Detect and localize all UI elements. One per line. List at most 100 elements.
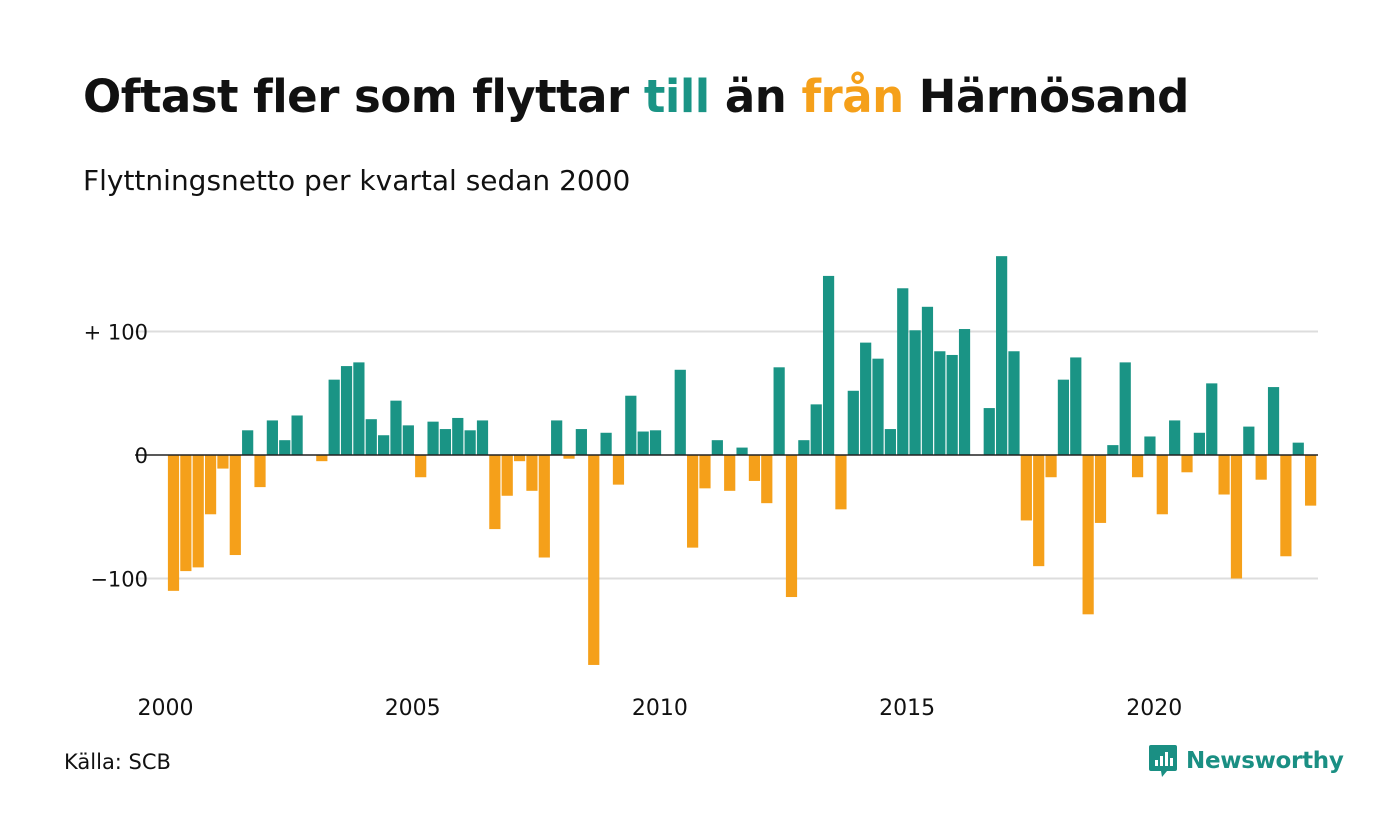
bar (1020, 455, 1032, 521)
bar (847, 390, 859, 455)
title-part-3: än (709, 70, 802, 123)
y-tick-label: −100 (90, 568, 148, 592)
x-tick-label: 2010 (632, 696, 688, 721)
bar (1033, 455, 1045, 567)
bar (785, 455, 798, 598)
bar (1230, 455, 1243, 579)
x-tick-label: 2005 (385, 696, 441, 721)
bar (884, 429, 896, 455)
gridlines (135, 330, 1318, 580)
source-note: Källa: SCB (64, 750, 171, 774)
bars (167, 256, 1317, 665)
bar (1169, 420, 1181, 455)
bar (378, 435, 390, 455)
bar (266, 420, 278, 455)
bar (1305, 455, 1317, 506)
bar (254, 455, 266, 488)
bar-chart: + 100 0 −100 2000 2005 2010 2015 2020 (84, 256, 1318, 721)
y-tick-label: + 100 (84, 321, 148, 345)
bar (983, 408, 995, 455)
title-part-5: Härnösand (903, 70, 1190, 123)
bar (452, 417, 464, 455)
bar (415, 455, 427, 478)
bar (798, 440, 810, 455)
bar (1082, 455, 1094, 615)
y-axis-labels: + 100 0 −100 (84, 321, 148, 592)
bar (1280, 455, 1292, 557)
bar (835, 455, 847, 510)
bar (1144, 436, 1156, 456)
bar (588, 455, 600, 665)
bar (390, 400, 402, 455)
title-word-fran: från (801, 70, 904, 123)
bar (1206, 383, 1218, 455)
bar (773, 367, 785, 455)
bar (996, 256, 1008, 455)
bar (921, 306, 934, 455)
bar (600, 432, 612, 455)
bar (625, 395, 637, 455)
x-tick-label: 2020 (1126, 696, 1182, 721)
bar (1243, 426, 1255, 456)
bar (724, 455, 736, 491)
bar (1255, 455, 1267, 480)
bar (1107, 445, 1119, 455)
x-tick-label: 2015 (879, 696, 935, 721)
bar (291, 415, 303, 455)
bar (501, 455, 513, 496)
bar (538, 455, 550, 558)
bar (958, 329, 971, 455)
bar (748, 455, 761, 481)
bar (167, 455, 180, 591)
bar (897, 288, 909, 455)
x-tick-label: 2000 (138, 696, 194, 721)
bar (192, 455, 204, 568)
bar (217, 455, 229, 469)
bar (860, 342, 872, 456)
newsworthy-logo-icon (1149, 745, 1177, 777)
bar (1008, 351, 1020, 455)
bar (180, 455, 192, 572)
bar (822, 275, 835, 455)
bar (1292, 442, 1304, 455)
bar (687, 455, 699, 548)
bar (563, 455, 575, 459)
bar (489, 455, 501, 530)
bar (674, 369, 686, 455)
bar (353, 362, 365, 456)
bar (1156, 455, 1168, 515)
bar (1094, 455, 1107, 523)
newsworthy-logo: Newsworthy (1148, 743, 1344, 779)
bar (637, 431, 649, 455)
bar (1057, 379, 1070, 455)
bar (934, 351, 946, 455)
bar (575, 429, 587, 455)
chart-title: Oftast fler som flyttar till än från Här… (83, 70, 1189, 124)
bar (402, 425, 414, 455)
bar (1267, 387, 1280, 455)
bar (365, 419, 377, 456)
bar (340, 366, 353, 455)
bar (761, 455, 773, 504)
logo-name: Newsworthy (1186, 748, 1344, 774)
bar (464, 430, 476, 455)
bar (476, 420, 489, 455)
bar (242, 430, 254, 455)
chart-subtitle: Flyttningsnetto per kvartal sedan 2000 (83, 164, 631, 197)
bar (1193, 432, 1205, 455)
bar (427, 421, 439, 455)
bar (872, 358, 884, 455)
bar (711, 440, 723, 455)
bar (513, 455, 526, 462)
bar (279, 440, 291, 455)
bar (1045, 455, 1057, 478)
bar (328, 379, 340, 455)
bar (699, 455, 711, 489)
bar (810, 404, 822, 456)
title-part-1: Oftast fler som flyttar (83, 70, 644, 123)
bar (1131, 455, 1144, 478)
bar (204, 455, 217, 515)
bar (551, 420, 563, 455)
bar (909, 330, 921, 455)
bar (1218, 455, 1230, 495)
